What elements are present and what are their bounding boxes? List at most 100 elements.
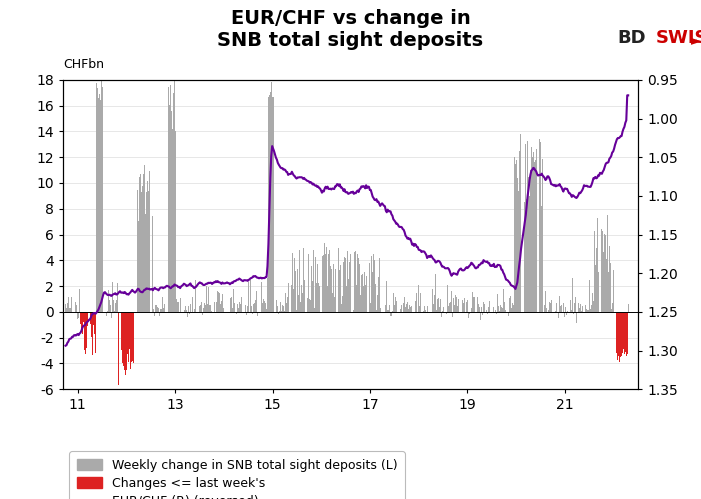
Bar <box>343 262 344 312</box>
Bar <box>444 309 445 312</box>
Bar <box>178 301 179 312</box>
Bar <box>602 231 603 312</box>
Bar <box>83 312 84 322</box>
Bar <box>626 312 627 356</box>
Bar <box>628 304 629 312</box>
Bar <box>615 310 616 312</box>
Bar <box>261 282 262 312</box>
Bar <box>141 193 142 312</box>
Bar <box>552 302 553 312</box>
Bar <box>596 248 597 312</box>
Bar <box>91 312 93 337</box>
Bar <box>322 256 323 312</box>
Bar <box>502 308 503 312</box>
Bar <box>349 262 350 312</box>
Bar <box>377 294 378 312</box>
Bar <box>101 76 102 312</box>
Bar <box>303 248 304 312</box>
Bar <box>323 255 325 312</box>
Bar <box>438 298 439 312</box>
Bar <box>309 299 310 312</box>
Bar <box>175 131 176 312</box>
Bar <box>622 312 623 353</box>
Bar <box>147 181 148 312</box>
Bar <box>333 264 334 312</box>
Bar <box>162 297 163 312</box>
Bar <box>67 302 68 312</box>
Bar <box>374 260 375 312</box>
Bar <box>121 312 122 350</box>
Bar <box>316 282 317 312</box>
Bar <box>578 303 579 312</box>
Bar <box>461 289 463 312</box>
Bar <box>279 311 280 312</box>
Bar <box>287 283 289 312</box>
Bar <box>515 164 516 312</box>
Bar <box>381 302 383 312</box>
Bar <box>389 305 390 312</box>
Bar <box>107 311 108 312</box>
Bar <box>403 303 404 312</box>
Bar <box>184 310 185 312</box>
Bar <box>518 191 519 312</box>
Bar <box>275 310 276 312</box>
Bar <box>544 305 545 312</box>
Bar <box>256 291 257 312</box>
Bar <box>358 258 359 312</box>
Bar <box>344 256 345 312</box>
Bar <box>278 312 279 314</box>
Text: BD: BD <box>617 29 646 47</box>
Bar <box>313 250 314 312</box>
Bar <box>441 312 442 317</box>
Bar <box>272 97 273 312</box>
Bar <box>611 309 612 312</box>
Bar <box>452 312 453 316</box>
Bar <box>364 271 365 312</box>
Bar <box>209 305 210 312</box>
Bar <box>375 284 376 312</box>
Bar <box>327 285 328 312</box>
Bar <box>218 292 219 312</box>
Bar <box>361 274 362 312</box>
Bar <box>182 284 184 312</box>
Bar <box>399 298 400 312</box>
Bar <box>408 309 409 312</box>
Bar <box>167 125 168 312</box>
Bar <box>379 257 380 312</box>
Bar <box>350 307 351 312</box>
Bar <box>435 273 436 312</box>
Bar <box>255 300 256 312</box>
Bar <box>360 295 361 312</box>
Text: EUR/CHF vs change in
SNB total sight deposits: EUR/CHF vs change in SNB total sight dep… <box>217 9 484 50</box>
Bar <box>478 304 479 312</box>
Bar <box>117 282 118 312</box>
Bar <box>151 199 152 312</box>
Bar <box>103 93 104 312</box>
Bar <box>420 292 421 312</box>
Bar <box>514 157 515 312</box>
Bar <box>176 299 177 312</box>
Bar <box>356 285 357 312</box>
Bar <box>494 312 495 313</box>
Bar <box>185 306 186 312</box>
Bar <box>548 310 549 312</box>
Bar <box>297 269 298 312</box>
Bar <box>414 297 416 312</box>
Bar <box>607 215 608 312</box>
Bar <box>159 312 160 316</box>
Bar <box>138 221 139 312</box>
Bar <box>419 305 420 312</box>
Bar <box>283 306 284 312</box>
Bar <box>410 307 411 312</box>
Bar <box>428 294 430 312</box>
Bar <box>618 312 619 355</box>
Bar <box>90 312 91 324</box>
Bar <box>66 307 67 312</box>
Bar <box>496 312 497 314</box>
Bar <box>217 291 218 312</box>
Bar <box>267 278 268 312</box>
Bar <box>181 312 182 316</box>
Bar <box>188 306 189 312</box>
Bar <box>525 144 526 312</box>
Bar <box>437 299 438 312</box>
